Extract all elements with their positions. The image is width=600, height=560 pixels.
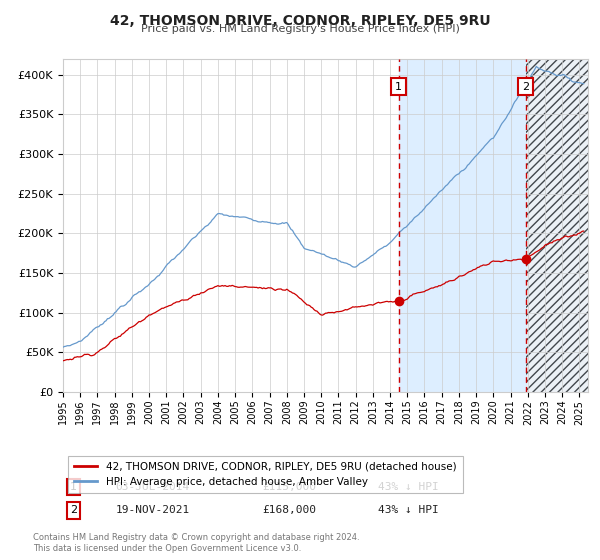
Text: 43% ↓ HPI: 43% ↓ HPI [378, 505, 439, 515]
Text: Price paid vs. HM Land Registry's House Price Index (HPI): Price paid vs. HM Land Registry's House … [140, 24, 460, 34]
Text: 03-JUL-2014: 03-JUL-2014 [115, 482, 190, 492]
Text: £115,000: £115,000 [263, 482, 317, 492]
Text: 2: 2 [522, 82, 529, 92]
Bar [398, 59, 526, 392]
Text: 1: 1 [70, 482, 77, 492]
Legend: 42, THOMSON DRIVE, CODNOR, RIPLEY, DE5 9RU (detached house), HPI: Average price,: 42, THOMSON DRIVE, CODNOR, RIPLEY, DE5 9… [68, 455, 463, 493]
Bar [526, 59, 588, 392]
Text: 42, THOMSON DRIVE, CODNOR, RIPLEY, DE5 9RU: 42, THOMSON DRIVE, CODNOR, RIPLEY, DE5 9… [110, 14, 490, 28]
Bar [526, 59, 588, 392]
Text: 2: 2 [70, 505, 77, 515]
Text: 19-NOV-2021: 19-NOV-2021 [115, 505, 190, 515]
Text: £168,000: £168,000 [263, 505, 317, 515]
Text: 43% ↓ HPI: 43% ↓ HPI [378, 482, 439, 492]
Text: 1: 1 [395, 82, 402, 92]
Text: Contains HM Land Registry data © Crown copyright and database right 2024.
This d: Contains HM Land Registry data © Crown c… [33, 533, 359, 553]
